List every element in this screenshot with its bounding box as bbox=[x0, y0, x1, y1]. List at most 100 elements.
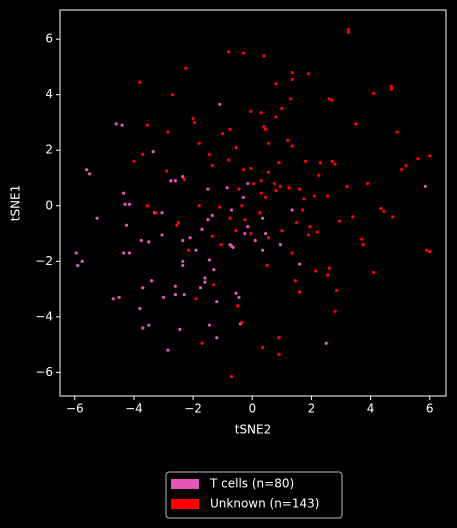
point bbox=[423, 184, 427, 188]
point bbox=[241, 195, 245, 200]
point bbox=[346, 30, 350, 34]
point bbox=[127, 251, 132, 255]
point bbox=[161, 295, 166, 300]
point bbox=[147, 323, 151, 327]
point bbox=[203, 280, 207, 284]
point bbox=[234, 291, 238, 295]
point bbox=[246, 225, 250, 229]
point bbox=[274, 188, 278, 193]
legend-label: T cells (n=80) bbox=[209, 477, 294, 491]
point bbox=[228, 216, 232, 220]
point bbox=[360, 237, 364, 241]
point bbox=[249, 109, 253, 113]
point bbox=[215, 299, 219, 304]
y-tick-label: 0 bbox=[45, 198, 53, 212]
point bbox=[181, 259, 185, 263]
point bbox=[173, 179, 177, 183]
point bbox=[206, 187, 210, 191]
point bbox=[166, 130, 170, 134]
point bbox=[274, 115, 278, 119]
point bbox=[312, 194, 316, 198]
point bbox=[237, 295, 241, 300]
point bbox=[124, 223, 129, 227]
point bbox=[210, 163, 214, 168]
point bbox=[145, 123, 149, 127]
point bbox=[277, 161, 281, 165]
point bbox=[277, 336, 281, 340]
point bbox=[293, 279, 297, 283]
point bbox=[240, 204, 244, 208]
point bbox=[261, 248, 265, 252]
point bbox=[289, 97, 293, 101]
point bbox=[226, 158, 231, 162]
y-tick-label: −6 bbox=[35, 365, 53, 379]
point bbox=[184, 66, 188, 70]
point bbox=[287, 186, 291, 190]
point bbox=[237, 187, 241, 191]
point bbox=[221, 131, 225, 136]
point bbox=[330, 98, 334, 102]
point bbox=[182, 293, 186, 297]
point bbox=[229, 208, 234, 212]
point bbox=[428, 249, 432, 254]
point bbox=[249, 166, 253, 170]
point bbox=[266, 170, 271, 175]
point bbox=[203, 276, 207, 280]
point bbox=[147, 240, 151, 244]
y-tick-label: 2 bbox=[45, 143, 53, 157]
point bbox=[253, 238, 257, 243]
point bbox=[297, 187, 302, 191]
point bbox=[379, 206, 383, 211]
point bbox=[266, 141, 271, 145]
point bbox=[141, 326, 145, 330]
point bbox=[229, 374, 234, 379]
point bbox=[333, 162, 337, 166]
point bbox=[178, 327, 182, 331]
point bbox=[154, 211, 158, 215]
x-tick-label: 6 bbox=[426, 402, 434, 416]
point bbox=[277, 352, 281, 356]
point bbox=[278, 184, 282, 188]
point bbox=[181, 175, 185, 179]
point bbox=[121, 191, 126, 195]
point bbox=[297, 290, 302, 294]
point bbox=[207, 323, 211, 327]
point bbox=[120, 123, 124, 127]
point bbox=[215, 336, 219, 340]
point bbox=[234, 145, 238, 150]
legend-label: Unknown (n=143) bbox=[210, 497, 319, 511]
point bbox=[231, 245, 235, 250]
point bbox=[243, 231, 247, 236]
point bbox=[198, 286, 203, 290]
point bbox=[366, 181, 370, 186]
point bbox=[181, 263, 185, 268]
point bbox=[290, 251, 294, 255]
point bbox=[333, 309, 337, 313]
point bbox=[188, 236, 192, 240]
x-tick-label: −4 bbox=[125, 402, 143, 416]
point bbox=[263, 127, 268, 132]
point bbox=[324, 341, 328, 345]
y-tick-label: −2 bbox=[35, 254, 53, 268]
point bbox=[145, 204, 149, 208]
point bbox=[241, 51, 245, 55]
x-tick-label: −2 bbox=[184, 402, 202, 416]
point bbox=[295, 220, 299, 225]
point bbox=[371, 91, 376, 95]
point bbox=[345, 184, 349, 188]
legend-swatch bbox=[171, 479, 199, 489]
point bbox=[166, 348, 170, 352]
point bbox=[259, 191, 263, 195]
point bbox=[261, 345, 265, 350]
point bbox=[361, 243, 365, 247]
point bbox=[262, 54, 266, 58]
x-tick-label: 2 bbox=[308, 402, 316, 416]
point bbox=[151, 150, 155, 154]
point bbox=[210, 234, 214, 238]
point bbox=[160, 233, 164, 237]
point bbox=[197, 204, 201, 208]
point bbox=[258, 211, 262, 215]
point bbox=[272, 181, 277, 186]
point bbox=[192, 120, 197, 125]
